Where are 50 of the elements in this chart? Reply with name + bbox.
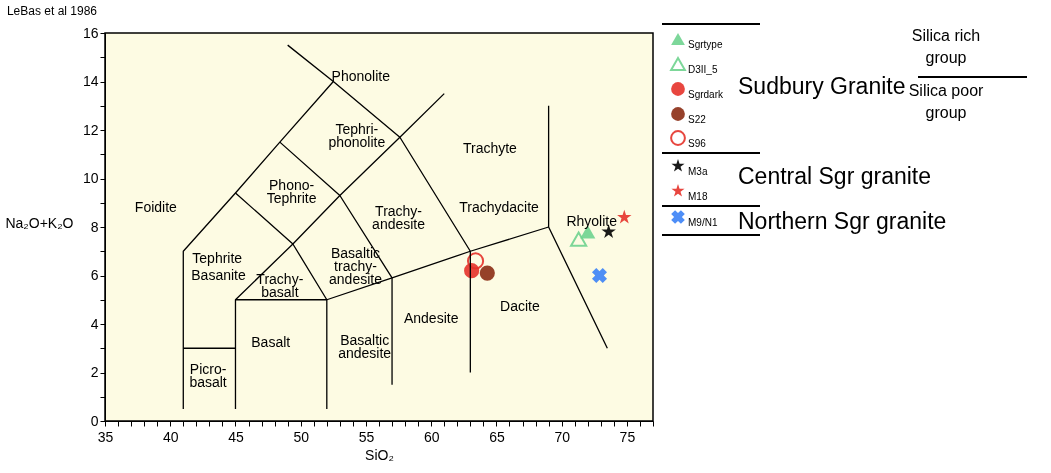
x-tick-label: 50 <box>293 428 310 445</box>
annotation: Rhyolite <box>566 213 618 230</box>
annotation: Trachyte <box>462 140 518 157</box>
text: Silica poor group <box>908 82 985 121</box>
y-tick-label: 16 <box>82 24 99 41</box>
y-tick-label: 6 <box>90 267 99 283</box>
annotation: Phono- Tephrite <box>266 176 317 206</box>
annotation: Basanite <box>191 266 246 283</box>
legend-label: M18 <box>688 191 708 202</box>
annotation: Dacite <box>500 298 540 315</box>
legend-label: M3a <box>688 166 708 177</box>
x-tick-label: 65 <box>489 428 505 445</box>
annotation: Phonolite <box>331 67 391 84</box>
text: Silica rich group <box>911 27 981 66</box>
text: Central Sgr granite <box>738 163 932 189</box>
y-tick-label: 10 <box>82 170 99 186</box>
y-tick-label: 0 <box>90 412 99 429</box>
y-tick-label: 8 <box>90 218 99 235</box>
legend-label: S96 <box>688 138 707 149</box>
x-tick-label: 70 <box>554 428 571 445</box>
annotation: Tephrite <box>192 249 243 266</box>
annotation: Basalt <box>251 334 291 351</box>
x-tick-label: 60 <box>423 428 440 445</box>
annotation: Trachydacite <box>459 198 540 215</box>
annotation: Picro- basalt <box>189 361 227 391</box>
annotation: Andesite <box>403 310 459 327</box>
x-tick-label: 45 <box>228 428 244 445</box>
annotation: Foidite <box>134 198 178 215</box>
legend-label: M9/N1 <box>688 217 718 228</box>
x-tick-label: 35 <box>97 428 114 445</box>
text: Northern Sgr granite <box>738 208 947 234</box>
y-tick-label: 4 <box>90 315 99 332</box>
annotation: Trachy- basalt <box>256 271 304 301</box>
legend-label: Sgrdark <box>688 89 725 100</box>
text: Sudbury Granite <box>738 73 906 99</box>
x-tick-label: 75 <box>619 428 636 445</box>
annotation: Basaltic andesite <box>338 331 392 361</box>
annotation: Tephri- phonolite <box>328 121 386 150</box>
annotation: Trachy- andesite <box>372 203 426 233</box>
y-axis-title: Na₂O+K₂O <box>5 214 74 231</box>
legend-label: S22 <box>688 114 707 125</box>
chart-title: LeBas et al 1986 <box>6 4 98 18</box>
x-tick-label: 55 <box>358 428 375 445</box>
x-axis-title: SiO₂ <box>365 446 394 463</box>
x-tick-label: 40 <box>162 428 179 445</box>
y-tick-label: 2 <box>90 364 99 380</box>
y-tick-label: 12 <box>82 121 99 138</box>
legend-label: Sgrtype <box>688 39 723 50</box>
y-tick-label: 14 <box>82 73 99 89</box>
legend-label: D3II_5 <box>688 64 718 75</box>
